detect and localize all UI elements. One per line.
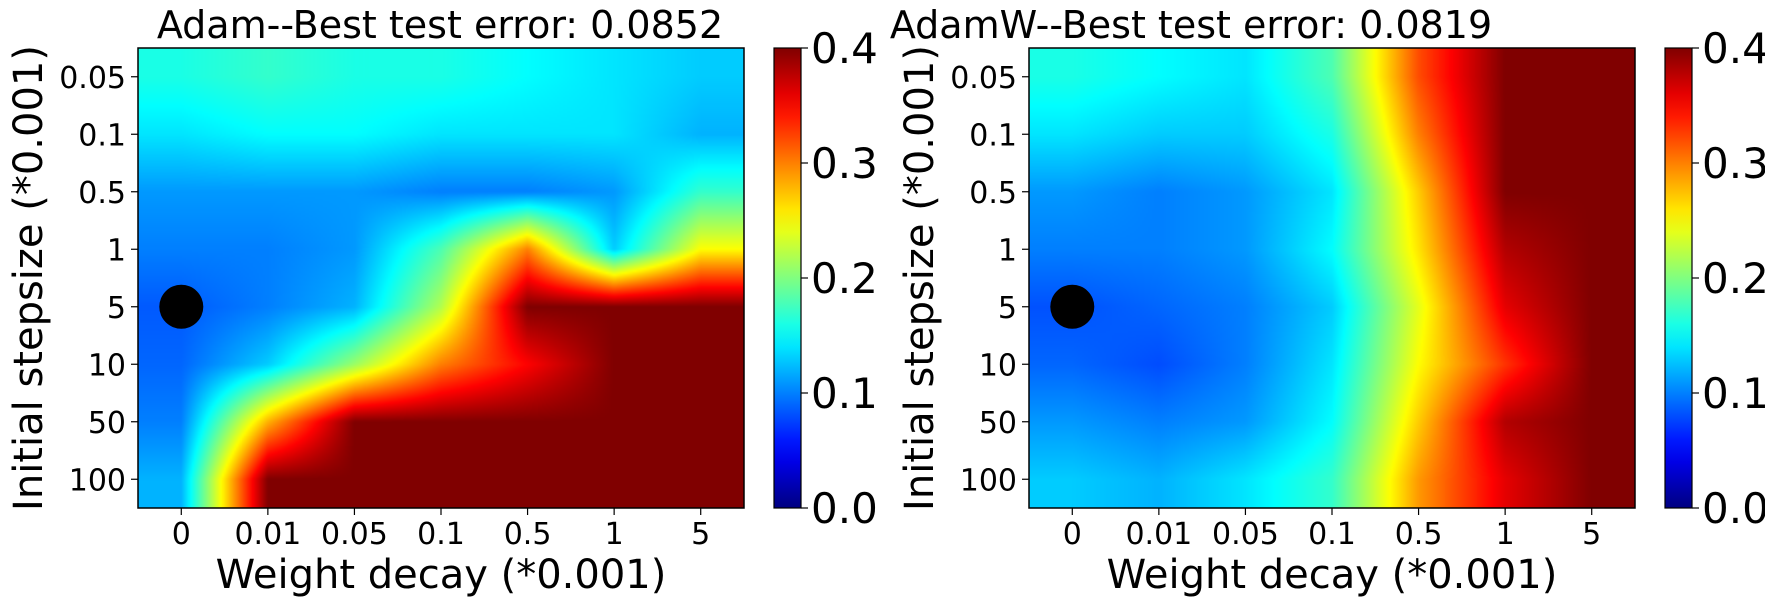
x-tick-label: 0.01 bbox=[1125, 517, 1192, 552]
x-tick-label: 0.05 bbox=[321, 517, 388, 552]
x-tick-label: 0 bbox=[172, 517, 191, 552]
colorbar-tick-label: 0.4 bbox=[811, 24, 878, 73]
y-tick-label: 100 bbox=[960, 463, 1017, 498]
colorbar-tick-label: 0.2 bbox=[1702, 254, 1765, 303]
tick-labels: 0 0.01 0.05 0.1 0.5 1 5 0.05 0.1 0.5 1 5 10 50 100 bbox=[950, 61, 1601, 552]
colorbar-ticks: 0.0 0.1 0.2 0.3 0.4 bbox=[801, 24, 878, 533]
y-axis-label: Initial stepsize (*0.001) bbox=[6, 45, 52, 511]
y-tick-label: 0.1 bbox=[78, 118, 126, 153]
colorbar-tick-label: 0.3 bbox=[811, 139, 878, 188]
x-tick-label: 1 bbox=[1496, 517, 1515, 552]
panel-adamw: AdamW--Best test error: 0.0819 0 0.01 0.05… bbox=[890, 3, 1765, 598]
y-tick-label: 100 bbox=[69, 463, 126, 498]
colorbar-tick-label: 0.0 bbox=[811, 484, 878, 533]
x-tick-label: 0 bbox=[1063, 517, 1082, 552]
best-point-marker bbox=[159, 284, 204, 329]
y-tick-label: 0.05 bbox=[59, 61, 126, 96]
colorbar-tick-label: 0.1 bbox=[1702, 369, 1765, 418]
x-axis-label: Weight decay (*0.001) bbox=[216, 552, 667, 598]
y-tick-label: 5 bbox=[998, 291, 1017, 326]
colorbar bbox=[1664, 47, 1693, 509]
chart-title: AdamW--Best test error: 0.0819 bbox=[890, 3, 1492, 47]
colorbar-tick-label: 0.3 bbox=[1702, 139, 1765, 188]
y-tick-label: 0.5 bbox=[78, 176, 126, 211]
colorbar-tick-label: 0.1 bbox=[811, 369, 878, 418]
y-tick-label: 50 bbox=[979, 406, 1017, 441]
x-tick-label: 0.1 bbox=[417, 517, 465, 552]
x-axis-label: Weight decay (*0.001) bbox=[1107, 552, 1558, 598]
y-tick-label: 0.05 bbox=[950, 61, 1017, 96]
x-tick-label: 0.05 bbox=[1212, 517, 1279, 552]
colorbar-ticks: 0.0 0.1 0.2 0.3 0.4 bbox=[1692, 24, 1765, 533]
y-tick-label: 10 bbox=[88, 348, 126, 383]
x-tick-label: 1 bbox=[605, 517, 624, 552]
y-tick-label: 0.5 bbox=[969, 176, 1017, 211]
x-tick-label: 0.01 bbox=[234, 517, 301, 552]
colorbar-tick-label: 0.2 bbox=[811, 254, 878, 303]
y-tick-label: 0.1 bbox=[969, 118, 1017, 153]
x-tick-label: 0.5 bbox=[1395, 517, 1443, 552]
colorbar-tick-label: 0.0 bbox=[1702, 484, 1765, 533]
x-tick-label: 0.1 bbox=[1308, 517, 1356, 552]
x-tick-label: 0.5 bbox=[504, 517, 552, 552]
best-point-marker bbox=[1050, 284, 1095, 329]
heatmap-image bbox=[1029, 48, 1635, 508]
panel-adam: Adam--Best test error: 0.0852 0 0.01 0.05 0… bbox=[6, 3, 878, 598]
tick-labels: 0 0.01 0.05 0.1 0.5 1 5 0.05 0.1 0.5 1 5 10 50 100 bbox=[59, 61, 710, 552]
y-tick-label: 5 bbox=[107, 291, 126, 326]
y-tick-label: 1 bbox=[998, 233, 1017, 268]
colorbar-tick-label: 0.4 bbox=[1702, 24, 1765, 73]
y-axis-label: Initial stepsize (*0.001) bbox=[897, 45, 943, 511]
x-tick-label: 5 bbox=[691, 517, 710, 552]
colorbar bbox=[773, 47, 802, 509]
y-tick-label: 1 bbox=[107, 233, 126, 268]
y-tick-label: 10 bbox=[979, 348, 1017, 383]
x-tick-label: 5 bbox=[1582, 517, 1601, 552]
y-tick-label: 50 bbox=[88, 406, 126, 441]
heatmap-image bbox=[138, 48, 744, 508]
chart-title: Adam--Best test error: 0.0852 bbox=[157, 3, 723, 47]
